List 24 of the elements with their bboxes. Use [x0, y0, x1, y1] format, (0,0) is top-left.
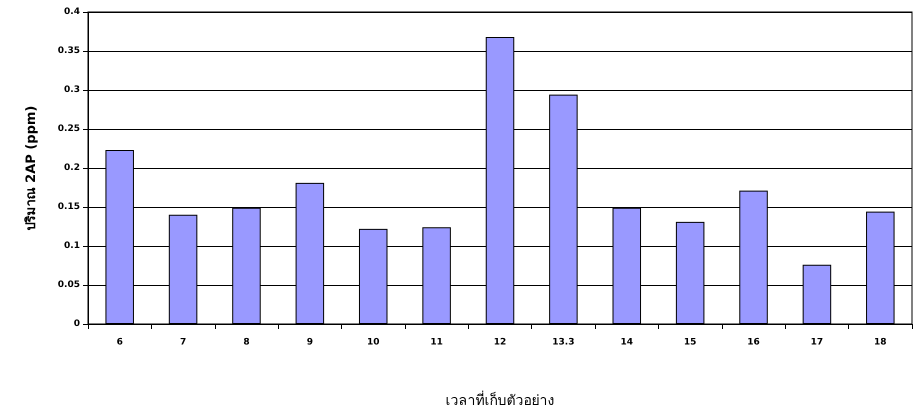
- y-tick-label: 0.15: [58, 202, 80, 212]
- x-tick-label: 15: [684, 338, 696, 348]
- x-tick-label: 6: [116, 338, 123, 348]
- y-tick-label: 0.1: [64, 241, 80, 251]
- x-tick-label: 10: [366, 338, 380, 348]
- x-tick-label: 8: [243, 338, 250, 348]
- x-axis-title: เวลาที่เก็บตัวอย่าง: [446, 391, 554, 409]
- y-tick-label: 0.05: [58, 280, 80, 290]
- y-tick-label: 0.25: [58, 124, 80, 134]
- x-tick-label: 7: [180, 338, 186, 348]
- x-tick-label: 14: [620, 338, 634, 348]
- x-tick-label: 12: [494, 338, 506, 348]
- x-tick-label: 17: [810, 338, 824, 348]
- y-tick-label: 0.4: [64, 7, 80, 17]
- x-tick-label: 13.3: [552, 338, 574, 348]
- y-tick-label: 0.3: [64, 85, 80, 95]
- y-tick-label: 0.35: [58, 46, 80, 56]
- y-tick-label: 0.2: [64, 163, 80, 173]
- x-tick-label: 9: [306, 338, 313, 348]
- x-tick-label: 11: [430, 338, 443, 348]
- y-axis-title: ปริมาณ 2AP (ppm): [24, 106, 39, 230]
- x-tick-label: 18: [874, 338, 887, 348]
- x-tick-label: 16: [747, 338, 760, 348]
- y-tick-label: 0: [74, 319, 80, 329]
